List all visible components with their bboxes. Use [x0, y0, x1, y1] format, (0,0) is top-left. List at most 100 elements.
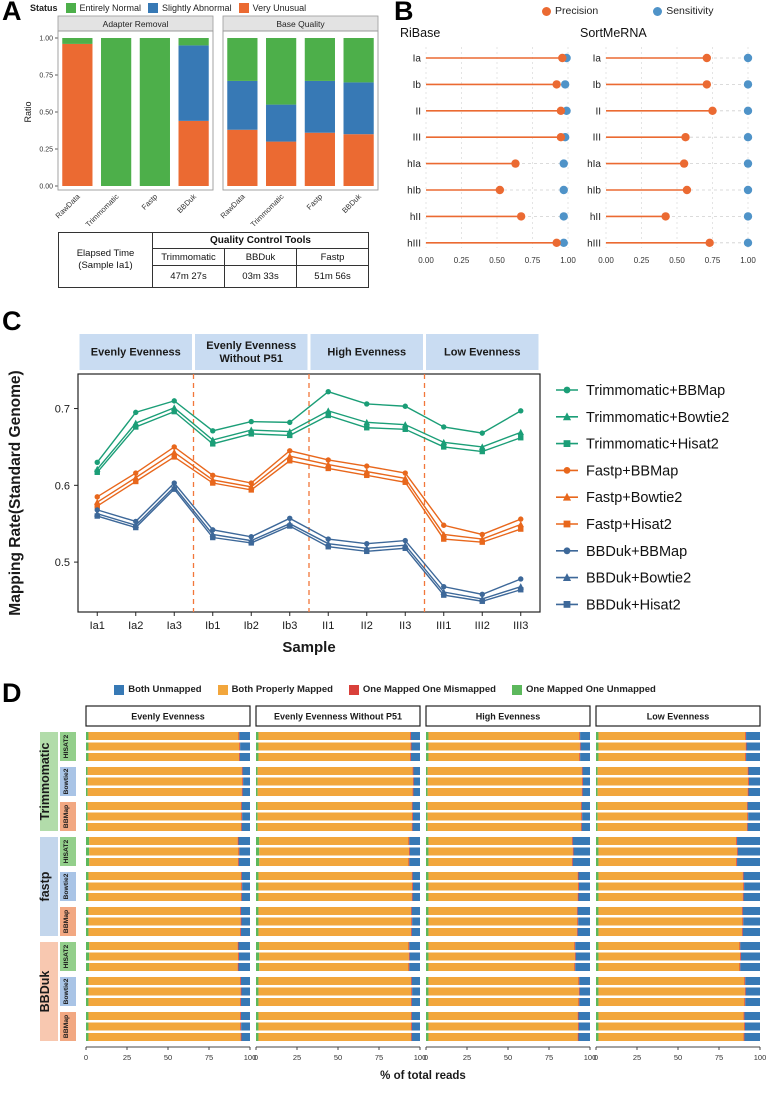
- legend-label: Very Unusual: [252, 3, 307, 13]
- svg-text:Ia: Ia: [593, 54, 602, 65]
- elapsed-time-bbduk: 03m 33s: [224, 265, 297, 288]
- svg-text:Ib2: Ib2: [244, 620, 259, 632]
- svg-text:III: III: [413, 133, 421, 144]
- legend-item: Very Unusual: [238, 3, 307, 13]
- legend-item: Precision: [542, 5, 598, 17]
- svg-text:BBDuk+Bowtie2: BBDuk+Bowtie2: [586, 571, 691, 587]
- series-trimmomatic-hisat2: [94, 408, 524, 475]
- svg-text:Ia1: Ia1: [90, 620, 105, 632]
- svg-text:50: 50: [164, 1053, 172, 1062]
- svg-text:0.25: 0.25: [454, 256, 470, 265]
- facet-evenly-evenness: Evenly Evenness 0 25 50 75 100: [84, 705, 257, 1062]
- svg-text:II1: II1: [322, 620, 334, 632]
- svg-text:BBDuk: BBDuk: [175, 192, 198, 215]
- svg-text:BBDuk+BBMap: BBDuk+BBMap: [586, 544, 687, 560]
- mapping-status-stacked-bars: Trimmomatic HISAT2 Bowtie2 BBMap fastp HISAT2…: [38, 705, 767, 1082]
- svg-text:0: 0: [84, 1053, 88, 1062]
- svg-text:BBDuk: BBDuk: [340, 192, 363, 215]
- svg-text:0.50: 0.50: [489, 256, 505, 265]
- svg-text:0.75: 0.75: [705, 256, 721, 265]
- legend-swatch-icon: [217, 684, 228, 695]
- legend-item: BBDuk+BBMap: [556, 544, 687, 560]
- legend-swatch-icon: [542, 6, 551, 16]
- legend-swatch-icon: [148, 3, 159, 13]
- svg-text:III: III: [593, 133, 601, 144]
- svg-text:0: 0: [424, 1053, 428, 1062]
- svg-text:Ib: Ib: [593, 80, 602, 91]
- precision-sensitivity-legend: Precision Sensitivity: [542, 5, 713, 17]
- svg-text:25: 25: [293, 1053, 301, 1062]
- legend-label: Precision: [555, 5, 599, 17]
- legend-label: Both Unmapped: [128, 684, 202, 695]
- svg-text:75: 75: [545, 1053, 553, 1062]
- svg-text:0.25: 0.25: [39, 147, 53, 154]
- svg-text:0.75: 0.75: [39, 73, 53, 80]
- facet-low-evenness: Low Evenness 0 25 50 75 100: [594, 705, 767, 1062]
- svg-text:50: 50: [504, 1053, 512, 1062]
- legend-item: Entirely Normal: [65, 3, 142, 13]
- svg-text:100: 100: [754, 1053, 767, 1062]
- svg-text:Trimmomatic+Hisat2: Trimmomatic+Hisat2: [586, 437, 719, 453]
- svg-text:III1: III1: [436, 620, 451, 632]
- elapsed-time-table: Elapsed Time (Sample Ia1) Quality Contro…: [58, 232, 369, 288]
- svg-text:RiBase: RiBase: [400, 26, 440, 40]
- svg-text:25: 25: [633, 1053, 641, 1062]
- svg-text:BBDuk+Hisat2: BBDuk+Hisat2: [586, 597, 681, 613]
- svg-text:SortMeRNA: SortMeRNA: [580, 26, 647, 40]
- svg-text:Adapter Removal: Adapter Removal: [103, 19, 169, 29]
- svg-text:75: 75: [205, 1053, 213, 1062]
- panel-a: A Status Entirely Normal Slightly Abnorma…: [0, 0, 388, 310]
- svg-text:0.5: 0.5: [55, 557, 70, 569]
- svg-text:Ia3: Ia3: [167, 620, 182, 632]
- legend-swatch-icon: [238, 3, 249, 13]
- svg-text:100: 100: [244, 1053, 257, 1062]
- svg-text:Trimmomatic+Bowtie2: Trimmomatic+Bowtie2: [586, 410, 729, 426]
- svg-text:RawData: RawData: [219, 191, 248, 220]
- legend-swatch-icon: [511, 684, 522, 695]
- svg-text:Ib1: Ib1: [205, 620, 220, 632]
- svg-text:High Evenness: High Evenness: [327, 347, 406, 359]
- svg-text:Mapping Rate(Standard Genome): Mapping Rate(Standard Genome): [7, 370, 24, 615]
- svg-text:Ib3: Ib3: [282, 620, 297, 632]
- legend-item: Both Properly Mapped: [217, 684, 333, 695]
- svg-text:Fastp: Fastp: [305, 192, 325, 212]
- svg-text:fastp: fastp: [38, 871, 52, 901]
- svg-text:Without P51: Without P51: [220, 353, 283, 365]
- svg-text:HISAT2: HISAT2: [63, 734, 70, 758]
- svg-text:1.00: 1.00: [39, 36, 53, 43]
- legend-item: Fastp+Hisat2: [556, 517, 672, 533]
- svg-text:Ib: Ib: [413, 80, 422, 91]
- svg-text:Evenly Evenness: Evenly Evenness: [206, 340, 296, 352]
- svg-text:BBMap: BBMap: [63, 805, 70, 828]
- legend-item: Sensitivity: [653, 5, 713, 17]
- svg-text:Fastp+Bowtie2: Fastp+Bowtie2: [586, 490, 682, 506]
- svg-text:HISAT2: HISAT2: [63, 944, 70, 968]
- legend-label: Entirely Normal: [79, 3, 142, 13]
- svg-text:hIa: hIa: [407, 159, 421, 170]
- svg-text:Evenly Evenness: Evenly Evenness: [91, 347, 181, 359]
- svg-text:hIb: hIb: [407, 186, 421, 197]
- series-bbduk-bbmap: [94, 480, 524, 598]
- facet-high-evenness: High Evenness 0 25 50 75 100: [424, 705, 597, 1062]
- svg-text:50: 50: [334, 1053, 342, 1062]
- svg-text:BBMap: BBMap: [63, 910, 70, 933]
- svg-text:50: 50: [674, 1053, 682, 1062]
- svg-text:25: 25: [463, 1053, 471, 1062]
- svg-text:100: 100: [414, 1053, 427, 1062]
- status-legend-title: Status: [30, 3, 58, 13]
- svg-text:100: 100: [584, 1053, 597, 1062]
- svg-text:1.00: 1.00: [740, 256, 756, 265]
- svg-text:BBDuk: BBDuk: [38, 971, 52, 1013]
- svg-text:II: II: [415, 106, 421, 117]
- legend-swatch-icon: [653, 6, 663, 16]
- panel-d: D Both Unmapped Both Properly Mapped One M…: [0, 678, 770, 1106]
- svg-text:Evenly Evenness Without P51: Evenly Evenness Without P51: [274, 712, 402, 722]
- svg-text:hIII: hIII: [407, 238, 421, 249]
- facet-evenly-evenness-without-p51: Evenly Evenness Without P51 0 25 50 75 100: [254, 705, 427, 1062]
- svg-text:Trimmomatic: Trimmomatic: [84, 192, 121, 229]
- svg-text:75: 75: [715, 1053, 723, 1062]
- panel-b: B Precision Sensitivity RiBase 0.00 0.25 0.5…: [392, 0, 770, 300]
- svg-text:0.25: 0.25: [634, 256, 650, 265]
